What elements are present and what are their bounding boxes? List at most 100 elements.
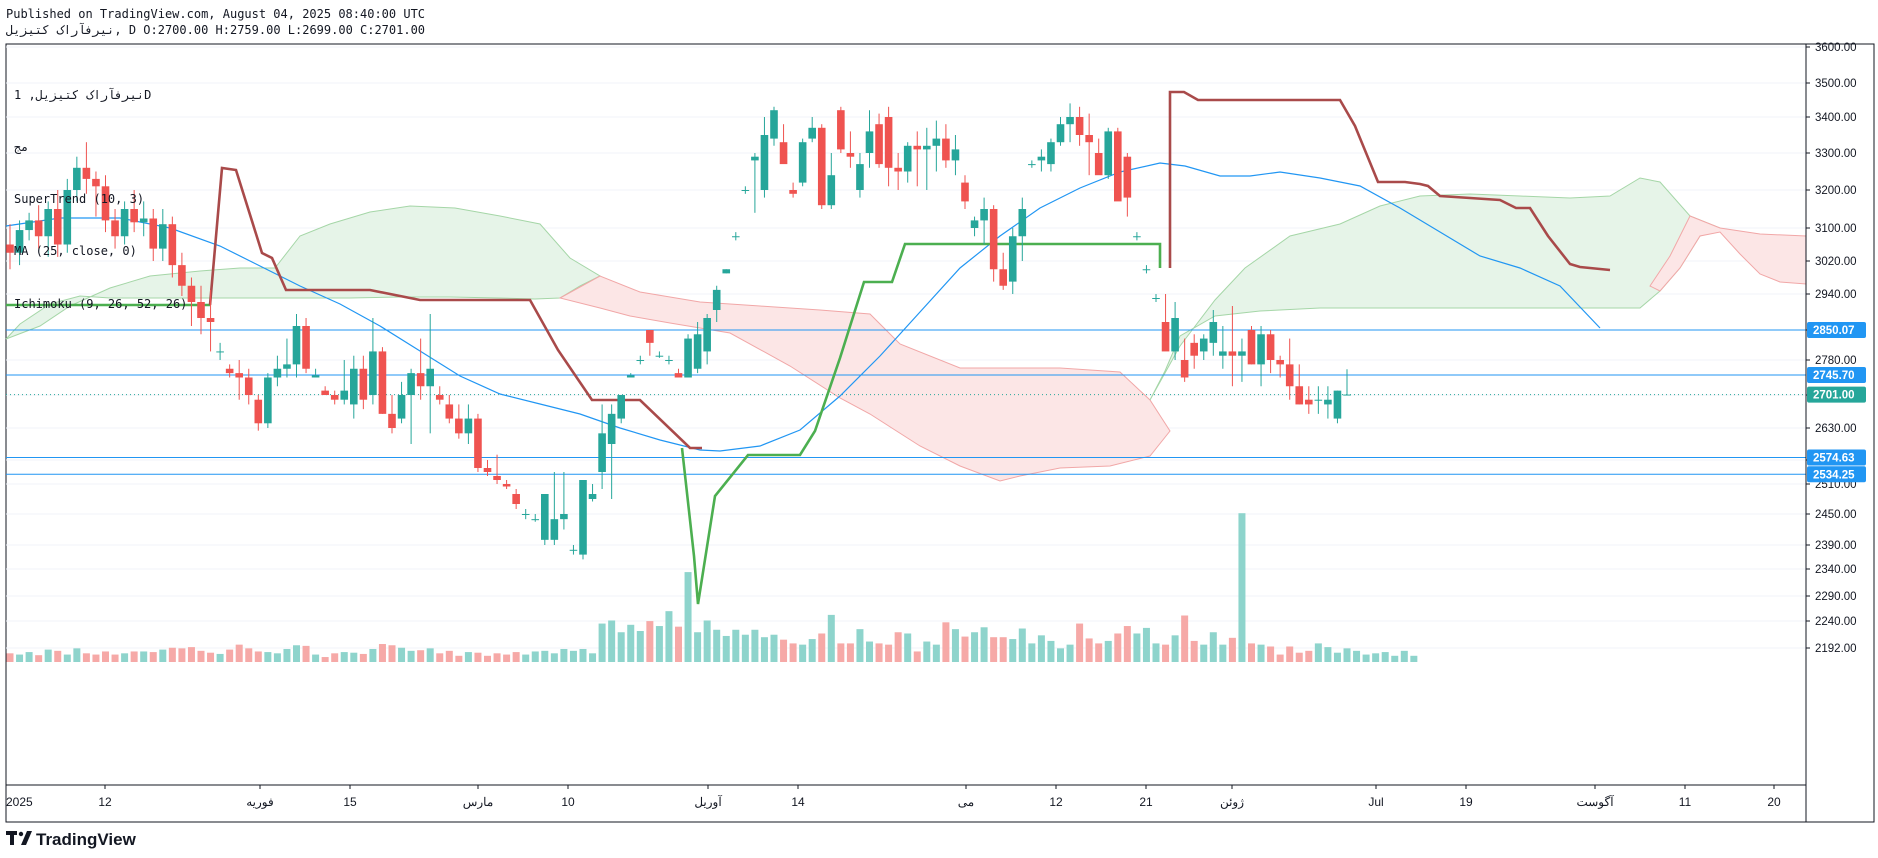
candle-body — [732, 236, 740, 238]
candle-body — [474, 418, 482, 468]
price-chart[interactable]: 3600.00 3500.00 3400.00 3300.00 3200.00 3100.… — [0, 36, 1878, 858]
volume-bar — [1066, 644, 1074, 662]
candle-body — [273, 368, 282, 378]
candle-body — [693, 334, 702, 369]
volume-bar — [856, 629, 864, 662]
volume-bar — [961, 636, 969, 662]
candle-body — [751, 156, 759, 161]
x-tick-label: 12 — [98, 795, 112, 809]
volume-bar — [1152, 643, 1160, 662]
supertrend-down-segment-2 — [1168, 90, 1611, 272]
volume-bar — [1190, 640, 1198, 662]
volume-bar — [407, 650, 415, 662]
candle-body — [722, 269, 731, 274]
candle-body — [197, 302, 205, 318]
volume-bar — [168, 647, 176, 662]
candle-body — [1114, 131, 1122, 202]
volume-bar — [617, 632, 625, 662]
volume-bar — [799, 644, 807, 662]
volume-bar — [885, 644, 893, 662]
volume-bar — [1037, 635, 1045, 662]
volume-bar — [312, 654, 320, 662]
volume-bar — [73, 648, 81, 662]
volume-bar — [598, 623, 606, 662]
volume-bar — [264, 652, 272, 662]
volume-bar — [522, 654, 530, 662]
volume-bar — [1209, 632, 1217, 662]
candle-body — [980, 209, 988, 221]
cloud-bull-area — [5, 205, 602, 340]
candle-body — [741, 190, 750, 191]
candle-body — [1314, 399, 1323, 401]
candle-body — [789, 190, 797, 194]
candle-body — [1008, 236, 1017, 282]
volume-bar — [569, 650, 577, 662]
volume-bar — [1057, 648, 1064, 662]
volume-bar — [321, 657, 329, 662]
price-label-box — [1807, 367, 1866, 384]
published-line: Published on TradingView.com, August 04,… — [6, 7, 426, 21]
candle-body — [1152, 298, 1160, 299]
candle-body — [330, 395, 339, 400]
volume-bar — [942, 622, 950, 662]
y-tick-label: 3300.00 — [1815, 148, 1857, 160]
volume-bar — [1181, 615, 1189, 662]
candle-body — [321, 390, 329, 395]
volume-bar — [503, 654, 511, 662]
candles — [6, 103, 1351, 560]
x-tick-label: فوریه — [246, 795, 274, 809]
candle-body — [569, 549, 578, 551]
volume-bar — [1219, 644, 1227, 662]
x-tick-label: می — [958, 795, 974, 809]
volume-bar — [378, 644, 386, 662]
volume-bar — [178, 648, 186, 662]
x-tick-label: 12 — [1049, 795, 1063, 809]
candle-body — [92, 178, 100, 187]
candle-body — [1171, 318, 1179, 352]
volume-bar — [894, 632, 902, 662]
volume-bar — [235, 644, 243, 662]
volume-bar — [121, 653, 129, 662]
candle-body — [837, 110, 845, 150]
candle-body — [111, 220, 119, 237]
candle-body — [1295, 386, 1304, 405]
y-tick-label: 3600.00 — [1815, 42, 1857, 54]
volume-bar — [54, 650, 62, 662]
candle-body — [550, 519, 559, 540]
candle-body — [779, 142, 788, 165]
volume-bar — [1257, 644, 1265, 662]
volume-bar — [1200, 644, 1208, 662]
candle-body — [6, 244, 14, 253]
candle-body — [44, 209, 52, 237]
candle-body — [1104, 131, 1113, 176]
legend-supertrend[interactable]: SuperTrend (10, 3) — [14, 192, 145, 207]
legend-symbol[interactable]: نیرفآراک کتیزیل, 1D — [14, 87, 152, 102]
candle-body — [159, 224, 167, 249]
legend-ma[interactable]: MA (25, close, 0) — [14, 244, 137, 259]
volume-bar — [1324, 647, 1332, 662]
volume-bar — [455, 655, 463, 662]
volume-bar — [92, 654, 100, 662]
candle-body — [1123, 156, 1132, 198]
volume-bar — [1018, 628, 1026, 662]
volume-bar — [1391, 655, 1399, 662]
candle-body — [1333, 390, 1342, 419]
candle-body — [1324, 399, 1332, 405]
legend-ichimoku[interactable]: Ichimoku (9, 26, 52, 26) — [14, 296, 188, 311]
price-label-text: 2574.63 — [1813, 453, 1855, 465]
candle-body — [808, 127, 816, 139]
volume-bar — [283, 648, 291, 662]
tradingview-logo-icon — [6, 830, 32, 850]
candle-body — [1285, 364, 1294, 387]
candle-body — [139, 218, 148, 223]
tradingview-brand[interactable]: TradingView — [6, 830, 136, 850]
volume-bar — [646, 621, 654, 662]
y-tick-label: 3100.00 — [1815, 223, 1857, 235]
price-label-text: 2850.07 — [1813, 325, 1855, 337]
candle-body — [932, 138, 941, 146]
y-tick-label: 2940.00 — [1815, 289, 1857, 301]
volume-bar — [1343, 648, 1351, 662]
volume-bar — [254, 651, 262, 662]
volume-bar — [417, 650, 425, 662]
price-label-box — [1807, 449, 1866, 466]
